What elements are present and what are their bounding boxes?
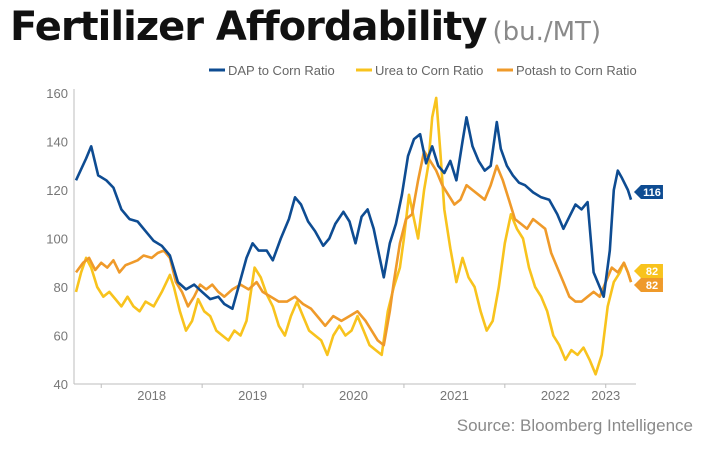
y-tick-label: 140 — [46, 135, 68, 150]
x-tick-label: 2021 — [440, 388, 469, 403]
series-line-potash-to-corn-ratio — [74, 149, 633, 347]
y-axis: 40 60 80 100 120 140 160 — [46, 86, 75, 392]
x-tick-label: 2019 — [238, 388, 267, 403]
x-tick-label: 2023 — [591, 388, 620, 403]
end-value-tag — [633, 264, 663, 278]
y-tick-label: 120 — [46, 183, 68, 198]
end-value-tag — [633, 278, 663, 292]
end-value-label: 82 — [646, 280, 658, 292]
y-tick-label: 60 — [54, 329, 68, 344]
series-line-urea-to-corn-ratio — [74, 96, 633, 376]
end-value-tag — [633, 185, 663, 199]
chart-legend: DAP to Corn Ratio Urea to Corn Ratio Potas… — [209, 63, 637, 78]
chart-title: Fertilizer Affordability (bu./MT) — [10, 4, 601, 50]
x-tick-label: 2022 — [541, 388, 570, 403]
y-tick-label: 80 — [54, 280, 68, 295]
end-value-label: 82 — [646, 266, 658, 278]
legend-label: Potash to Corn Ratio — [516, 63, 637, 78]
y-tick-label: 100 — [46, 232, 68, 247]
series-lines — [74, 96, 633, 376]
y-tick-label: 160 — [46, 86, 68, 101]
y-tick-label: 40 — [54, 377, 68, 392]
legend-label: Urea to Corn Ratio — [375, 63, 483, 78]
end-value-labels: 116 82 82 — [633, 185, 663, 292]
legend-label: DAP to Corn Ratio — [228, 63, 335, 78]
series-line-dap-to-corn-ratio — [74, 116, 633, 311]
source-note: Source: Bloomberg Intelligence — [456, 416, 693, 435]
chart-subtitle: (bu./MT) — [492, 17, 602, 47]
x-tick-label: 2018 — [137, 388, 166, 403]
x-tick-label: 2020 — [339, 388, 368, 403]
chart-title-text: Fertilizer Affordability — [10, 4, 487, 50]
x-axis: 2018 2019 2020 2021 2022 2023 — [74, 383, 636, 403]
end-value-label: 116 — [643, 187, 661, 199]
